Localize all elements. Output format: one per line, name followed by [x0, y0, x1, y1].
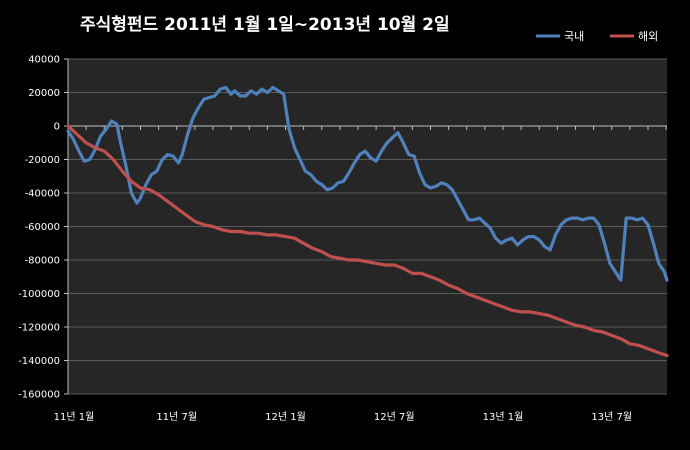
series-line-0 [66, 85, 669, 282]
y-tick-label-9: -140000 [18, 356, 60, 367]
x-tick-label-5: 13년 7월 [591, 411, 632, 423]
y-tick-label-1: 20000 [28, 88, 60, 99]
legend-label-0: 국내 [564, 30, 584, 43]
y-axis-ticks: 40000 20000 0 -20000 -40000 -60000 -80000 -1000… [18, 55, 68, 401]
y-tick-label-10: -160000 [18, 390, 60, 401]
series-group [66, 85, 669, 358]
chart-title: 주식형펀드 2011년 1월 1일~2013년 10월 2일 [80, 14, 450, 35]
x-tick-label-0: 11년 1월 [54, 411, 95, 423]
x-tick-label-4: 13년 1월 [483, 411, 524, 423]
gridlines [68, 58, 667, 395]
y-tick-label-3: -20000 [25, 155, 60, 166]
series-line-1 [66, 124, 669, 358]
y-tick-label-5: -60000 [25, 222, 60, 233]
x-tick-label-3: 12년 7월 [374, 411, 415, 423]
y-tick-label-8: -120000 [18, 323, 60, 334]
legend: 국내 해외 [536, 29, 658, 43]
y-tick-label-6: -80000 [25, 256, 60, 267]
y-tick-label-7: -100000 [18, 289, 60, 300]
x-tick-label-2: 12년 1월 [265, 411, 306, 423]
y-tick-label-0: 40000 [28, 55, 60, 66]
x-axis-ticks: 11년 1월 11년 7월 12년 1월 12년 7월 13년 1월 13년 7월 [54, 126, 667, 423]
legend-label-1: 해외 [638, 29, 658, 43]
y-tick-label-4: -40000 [25, 189, 60, 200]
y-tick-label-2: 0 [54, 122, 60, 133]
x-tick-label-1: 11년 7월 [156, 411, 197, 423]
